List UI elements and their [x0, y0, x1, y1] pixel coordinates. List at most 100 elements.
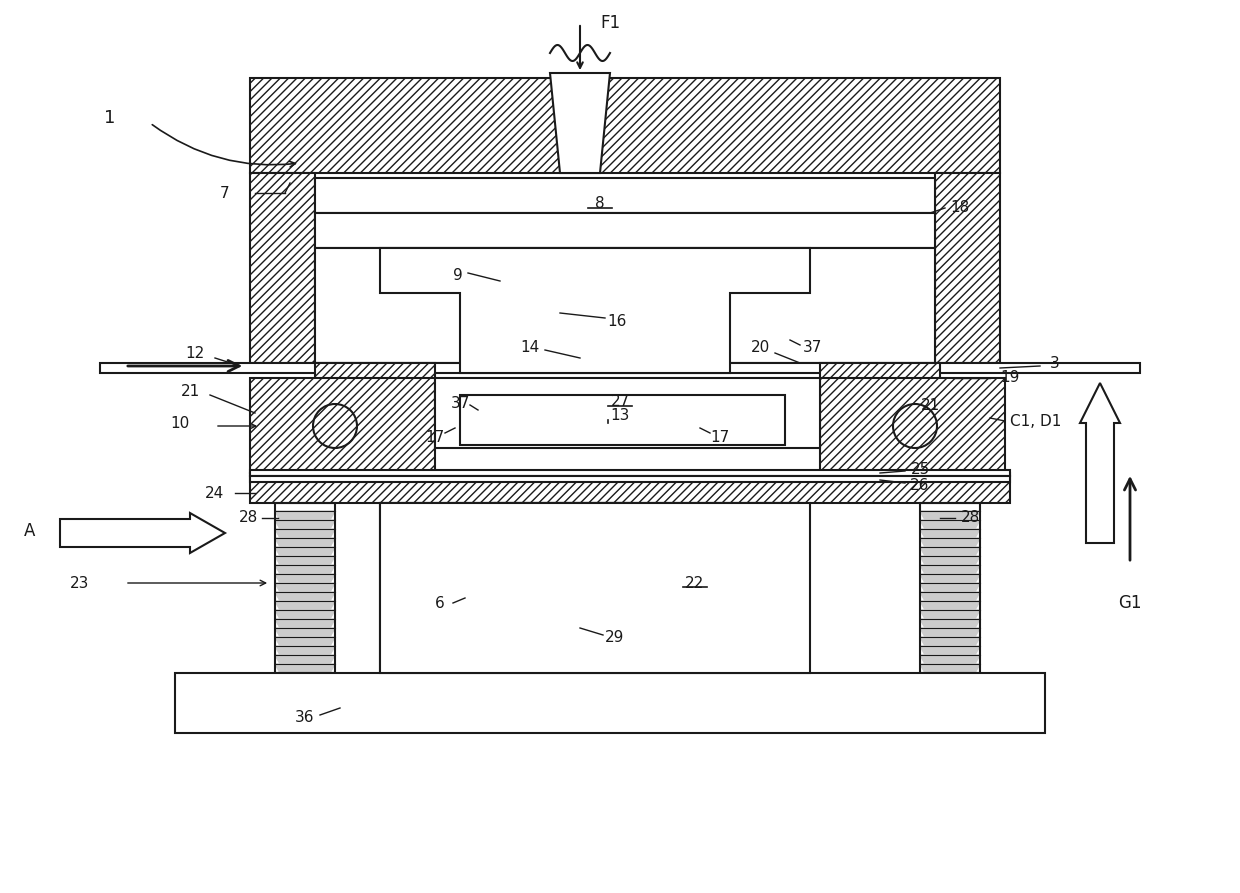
Polygon shape — [275, 637, 335, 646]
Polygon shape — [920, 655, 980, 664]
Text: 28: 28 — [960, 511, 980, 525]
Bar — [315, 213, 935, 248]
Text: 26: 26 — [910, 478, 930, 493]
Text: 25: 25 — [910, 463, 930, 478]
Bar — [379, 503, 495, 673]
Bar — [495, 503, 630, 593]
Polygon shape — [275, 619, 335, 628]
Bar — [315, 248, 935, 363]
Text: 9: 9 — [453, 269, 463, 283]
Text: 19: 19 — [1001, 371, 1019, 386]
Text: 7: 7 — [221, 186, 229, 201]
Bar — [100, 363, 1140, 373]
FancyArrow shape — [60, 513, 224, 553]
Polygon shape — [275, 538, 335, 547]
Polygon shape — [920, 646, 980, 655]
Text: 8: 8 — [595, 196, 605, 211]
Polygon shape — [275, 583, 335, 592]
Bar — [250, 470, 1011, 476]
Polygon shape — [920, 592, 980, 601]
Bar — [315, 178, 935, 213]
Polygon shape — [275, 601, 335, 610]
Polygon shape — [920, 511, 980, 520]
Text: 36: 36 — [295, 711, 315, 725]
Text: 20: 20 — [750, 340, 770, 355]
Polygon shape — [920, 637, 980, 646]
Polygon shape — [920, 601, 980, 610]
Text: 17: 17 — [425, 430, 445, 446]
Bar — [250, 476, 1011, 482]
Text: 13: 13 — [610, 407, 630, 422]
Text: 1: 1 — [104, 109, 115, 127]
Polygon shape — [275, 592, 335, 601]
Polygon shape — [920, 574, 980, 583]
Bar — [315, 363, 435, 383]
Bar — [920, 503, 980, 673]
Text: 27: 27 — [610, 394, 630, 408]
Polygon shape — [275, 664, 335, 673]
Text: G1: G1 — [1118, 594, 1142, 612]
Polygon shape — [551, 73, 610, 173]
Bar — [510, 593, 615, 673]
Polygon shape — [275, 574, 335, 583]
Polygon shape — [920, 583, 980, 592]
Bar — [539, 623, 585, 713]
Text: 18: 18 — [950, 201, 970, 215]
Text: 37: 37 — [450, 396, 470, 411]
Polygon shape — [275, 610, 335, 619]
Bar — [935, 173, 999, 363]
Text: 16: 16 — [608, 313, 626, 329]
Text: A: A — [25, 522, 36, 540]
Bar — [250, 173, 315, 363]
Polygon shape — [275, 646, 335, 655]
Text: 22: 22 — [686, 575, 704, 590]
Polygon shape — [275, 520, 335, 529]
Text: F1: F1 — [600, 14, 620, 32]
Text: 3: 3 — [1050, 355, 1060, 371]
Text: 14: 14 — [521, 340, 539, 355]
Text: 12: 12 — [185, 346, 205, 361]
Text: 23: 23 — [71, 575, 89, 590]
Polygon shape — [920, 628, 980, 637]
Polygon shape — [920, 529, 980, 538]
Bar — [460, 395, 785, 445]
Text: 21: 21 — [921, 397, 940, 413]
Text: 21: 21 — [180, 383, 200, 398]
Polygon shape — [275, 565, 335, 574]
Polygon shape — [275, 628, 335, 637]
Polygon shape — [275, 655, 335, 664]
Bar — [275, 503, 335, 673]
Bar — [175, 673, 1045, 733]
Text: C1, D1: C1, D1 — [1011, 413, 1061, 429]
Bar — [820, 363, 940, 383]
Text: 10: 10 — [170, 415, 190, 430]
Polygon shape — [920, 547, 980, 556]
Text: 24: 24 — [206, 486, 224, 500]
Text: 6: 6 — [435, 596, 445, 611]
Text: 29: 29 — [605, 630, 625, 646]
Polygon shape — [275, 511, 335, 520]
Polygon shape — [920, 619, 980, 628]
FancyArrow shape — [1080, 383, 1120, 543]
Polygon shape — [275, 529, 335, 538]
Polygon shape — [379, 248, 810, 373]
Text: 17: 17 — [711, 430, 729, 446]
Polygon shape — [920, 520, 980, 529]
Polygon shape — [920, 538, 980, 547]
Bar — [379, 503, 810, 673]
Bar — [490, 503, 800, 673]
Bar — [250, 78, 999, 173]
Text: 28: 28 — [238, 511, 258, 525]
Bar — [820, 378, 1004, 473]
Polygon shape — [920, 565, 980, 574]
Polygon shape — [275, 556, 335, 565]
Polygon shape — [920, 610, 980, 619]
Bar — [250, 473, 1011, 503]
Polygon shape — [920, 664, 980, 673]
Bar — [250, 378, 435, 473]
Polygon shape — [275, 547, 335, 556]
Bar — [510, 593, 615, 673]
Polygon shape — [920, 556, 980, 565]
Text: 37: 37 — [802, 340, 822, 355]
Bar — [435, 378, 820, 448]
